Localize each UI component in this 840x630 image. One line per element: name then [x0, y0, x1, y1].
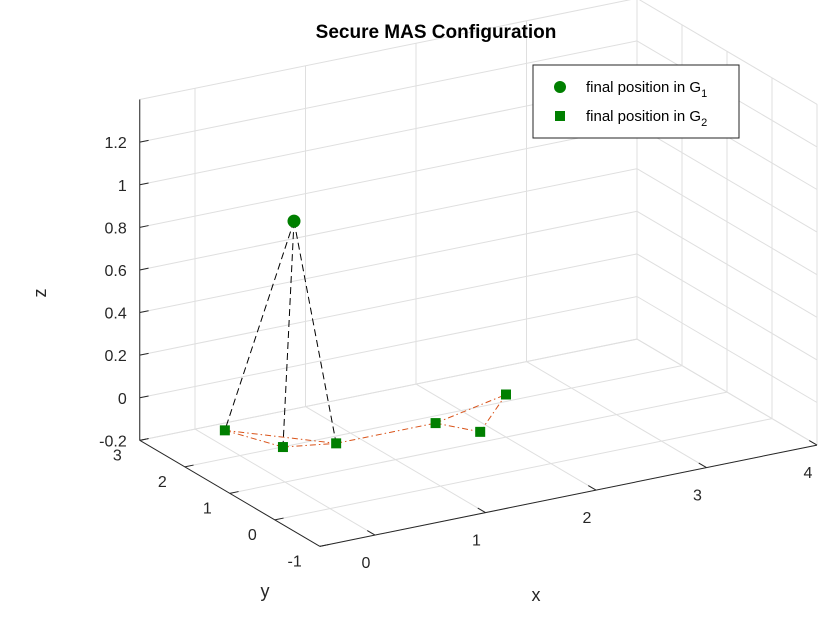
g2-point-4: [475, 426, 486, 437]
edges: [224, 220, 507, 448]
x-tick-label-0: 0: [362, 555, 371, 572]
x-tick-label-2: 2: [583, 510, 592, 527]
g2-point-3: [430, 418, 441, 429]
box-edge-top-back: [139, 0, 632, 101]
box-edge-top-side: [638, 0, 818, 105]
x-tick-2: [587, 485, 597, 491]
z-tick-6: [139, 182, 149, 186]
grid-line-backwall-z-4: [139, 168, 638, 271]
z-tick-7: [139, 139, 149, 143]
legend-entry-1-subscript: 1: [701, 88, 707, 100]
legend-box: [532, 64, 740, 139]
z-tick-5: [139, 225, 149, 228]
grid-line-backwall-z-1: [139, 296, 638, 399]
z-tick-3: [139, 310, 149, 314]
g2-point-0: [219, 425, 230, 436]
z-tick-label-4: 0.6: [105, 263, 127, 280]
x-axis-line: [319, 444, 818, 547]
chart-title: Secure MAS Configuration: [316, 22, 557, 43]
z-tick-label-0: -0.2: [99, 433, 127, 450]
edge-g1-g2-1: [282, 221, 295, 448]
x-tick-4: [808, 440, 818, 446]
g2-point-5: [501, 389, 511, 400]
grid-line-floor-y-2: [229, 391, 728, 494]
x-tick-0: [366, 530, 376, 536]
x-tick-3: [698, 462, 707, 469]
z-tick-label-1: 0: [118, 391, 127, 408]
legend-entry-1: final position in G1: [586, 79, 707, 100]
y-tick-label-3: 2: [158, 474, 167, 491]
legend-entry-1-text: final position in G: [586, 79, 701, 96]
edge-g2-2: [224, 429, 337, 444]
edge-g2-5: [479, 394, 507, 433]
x-tick-label-1: 1: [472, 533, 481, 550]
g2-point-1: [277, 442, 288, 453]
grid-line-sidewall-z-0: [636, 338, 818, 446]
y-tick-2: [229, 491, 239, 494]
y-tick-label-2: 1: [203, 500, 212, 517]
edge-g2-4: [435, 422, 481, 433]
z-axis-label: z: [30, 289, 50, 298]
legend-entry-2: final position in G2: [586, 108, 707, 129]
grid-line-sidewall-z-3: [636, 210, 818, 318]
z-tick-label-5: 0.8: [105, 220, 127, 237]
grid-line-sidewall-z-1: [636, 296, 818, 403]
edge-g1-g2-0: [224, 220, 295, 431]
grid-line-sidewall-z-2: [636, 253, 818, 361]
z-tick-label-6: 1: [118, 178, 127, 195]
grid-line-floor-y-3: [184, 365, 683, 468]
y-tick-label-1: 0: [248, 527, 257, 544]
edge-g1-g2-2: [293, 221, 337, 444]
y-tick-1: [274, 517, 284, 521]
x-tick-label-3: 3: [693, 488, 702, 505]
z-tick-label-3: 0.4: [105, 306, 127, 323]
grid-line-backwall-z-3: [139, 210, 638, 314]
edge-g2-6: [435, 394, 507, 424]
grid-line-sidewall-z-5: [636, 125, 818, 233]
grid-line-floor-y-1: [274, 418, 773, 521]
y-tick-label-4: 3: [113, 447, 122, 464]
z-tick-label-7: 1.2: [105, 135, 127, 152]
z-tick-0: [139, 438, 149, 441]
g1-point-0: [287, 214, 301, 228]
legend-marker-square: [555, 111, 565, 121]
legend: final position in G1 final position in G…: [532, 64, 740, 139]
edge-g2-1: [282, 442, 337, 448]
y-tick-3: [184, 464, 194, 468]
edge-g2-0: [224, 429, 284, 448]
grid-line-sidewall-z-4: [636, 168, 818, 276]
axes: [139, 99, 818, 547]
z-tick-label-2: 0.2: [105, 348, 127, 365]
y-tick-0: [319, 544, 329, 547]
edge-g2-3: [336, 422, 436, 444]
grid-line-backwall-z-0: [139, 338, 638, 441]
markers: [219, 214, 511, 453]
z-tick-2: [139, 352, 149, 356]
y-tick-label-0: -1: [288, 553, 302, 570]
z-tick-4: [139, 267, 149, 271]
x-tick-label-4: 4: [804, 465, 813, 482]
x-axis-label: x: [532, 585, 541, 605]
grid-line-backwall-z-7: [139, 40, 638, 143]
legend-entry-2-subscript: 2: [701, 117, 707, 129]
legend-marker-circle: [554, 81, 566, 93]
legend-entry-2-text: final position in G: [586, 108, 701, 125]
grid-line-backwall-z-2: [139, 253, 638, 356]
grid-line-backwall-z-5: [139, 125, 638, 228]
y-axis-label: y: [261, 581, 270, 601]
g2-point-2: [331, 438, 342, 449]
z-tick-1: [139, 395, 149, 399]
x-tick-1: [477, 507, 486, 514]
